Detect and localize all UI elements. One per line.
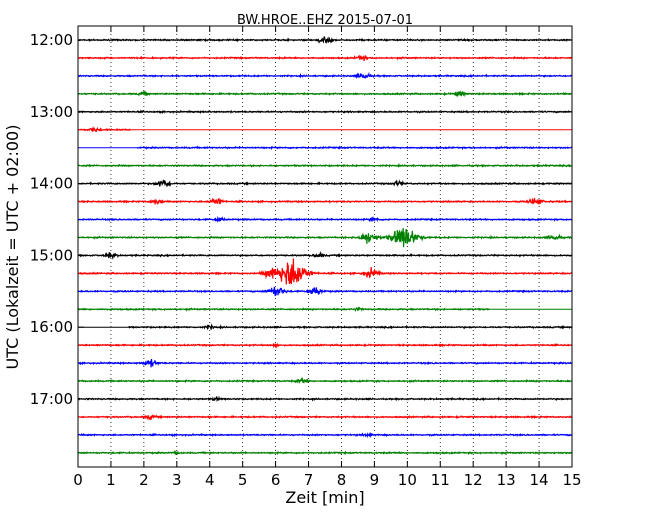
trace-1700 — [77, 395, 572, 402]
x-tick-label: 11 — [431, 471, 450, 489]
x-tick-label: 3 — [172, 471, 182, 489]
x-tick-label: 4 — [205, 471, 215, 489]
y-tick-label: 15:00 — [30, 246, 73, 264]
trace-1245 — [77, 90, 573, 98]
x-tick-label: 10 — [398, 471, 417, 489]
trace-waveform — [77, 162, 572, 168]
x-tick-label: 9 — [370, 471, 380, 489]
trace-waveform — [77, 286, 573, 297]
x-tick-label: 0 — [73, 471, 83, 489]
trace-waveform — [77, 179, 572, 188]
trace-waveform — [77, 342, 573, 349]
trace-waveform — [77, 449, 573, 456]
trace-waveform — [77, 306, 490, 312]
trace-waveform — [77, 228, 572, 248]
x-tick-label: 15 — [562, 471, 581, 489]
trace-1530 — [77, 286, 573, 297]
y-tick-label: 13:00 — [30, 103, 73, 121]
trace-waveform — [77, 431, 573, 439]
trace-1315 — [77, 126, 572, 133]
trace-1600 — [78, 323, 573, 331]
trace-waveform — [77, 197, 572, 205]
y-tick-label: 16:00 — [30, 318, 73, 336]
y-tick-label: 14:00 — [30, 175, 73, 193]
trace-1715 — [77, 414, 572, 421]
trace-1215 — [77, 54, 572, 61]
trace-1615 — [77, 342, 573, 349]
x-tick-label: 7 — [304, 471, 314, 489]
trace-1515 — [77, 258, 572, 285]
y-axis-ticks: 12:00 13:00 14:00 15:00 16:00 17:00 — [30, 31, 572, 408]
chart-title: BW.HROE..EHZ 2015-07-01 — [237, 13, 413, 28]
trace-1745 — [77, 449, 573, 456]
y-tick-label: 12:00 — [30, 31, 73, 49]
trace-waveform — [77, 71, 572, 80]
trace-waveform — [77, 54, 572, 61]
x-tick-label: 6 — [271, 471, 281, 489]
trace-waveform — [77, 358, 572, 368]
x-tick-label: 14 — [530, 471, 549, 489]
trace-group — [77, 36, 573, 456]
trace-1500 — [78, 250, 572, 260]
trace-waveform — [77, 215, 572, 223]
trace-1445 — [77, 228, 572, 248]
y-tick-label: 17:00 — [30, 390, 73, 408]
trace-1730 — [77, 431, 573, 439]
x-tick-label: 1 — [106, 471, 116, 489]
vertical-gridlines — [110, 26, 540, 467]
x-tick-label: 13 — [497, 471, 516, 489]
trace-waveform — [77, 258, 572, 285]
y-axis-label: UTC (Lokalzeit = UTC + 02:00) — [3, 125, 22, 370]
x-axis-label: Zeit [min] — [285, 488, 364, 507]
plot-frame — [77, 25, 573, 468]
trace-1545 — [77, 306, 572, 312]
trace-1645 — [77, 377, 572, 384]
trace-waveform — [127, 323, 573, 331]
trace-1300 — [77, 109, 573, 115]
trace-1330 — [78, 145, 573, 151]
trace-1200 — [77, 36, 572, 44]
x-axis-ticks: 0 1 2 3 4 5 6 7 8 9 10 11 12 13 14 15 — [73, 26, 582, 489]
x-tick-label: 2 — [139, 471, 149, 489]
trace-waveform — [77, 109, 573, 115]
x-tick-label: 8 — [337, 471, 347, 489]
trace-1415 — [77, 197, 572, 205]
x-tick-label: 5 — [238, 471, 248, 489]
trace-waveform — [136, 145, 573, 151]
trace-1400 — [77, 179, 572, 188]
trace-waveform — [77, 377, 572, 384]
trace-waveform — [77, 414, 572, 421]
trace-waveform — [77, 126, 131, 133]
trace-1230 — [77, 71, 572, 80]
trace-1430 — [77, 215, 572, 223]
trace-waveform — [78, 250, 572, 260]
x-tick-label: 12 — [464, 471, 483, 489]
trace-1345 — [77, 162, 572, 168]
trace-waveform — [77, 395, 572, 402]
trace-1630 — [77, 358, 572, 368]
trace-waveform — [77, 90, 573, 98]
trace-waveform — [77, 36, 572, 44]
